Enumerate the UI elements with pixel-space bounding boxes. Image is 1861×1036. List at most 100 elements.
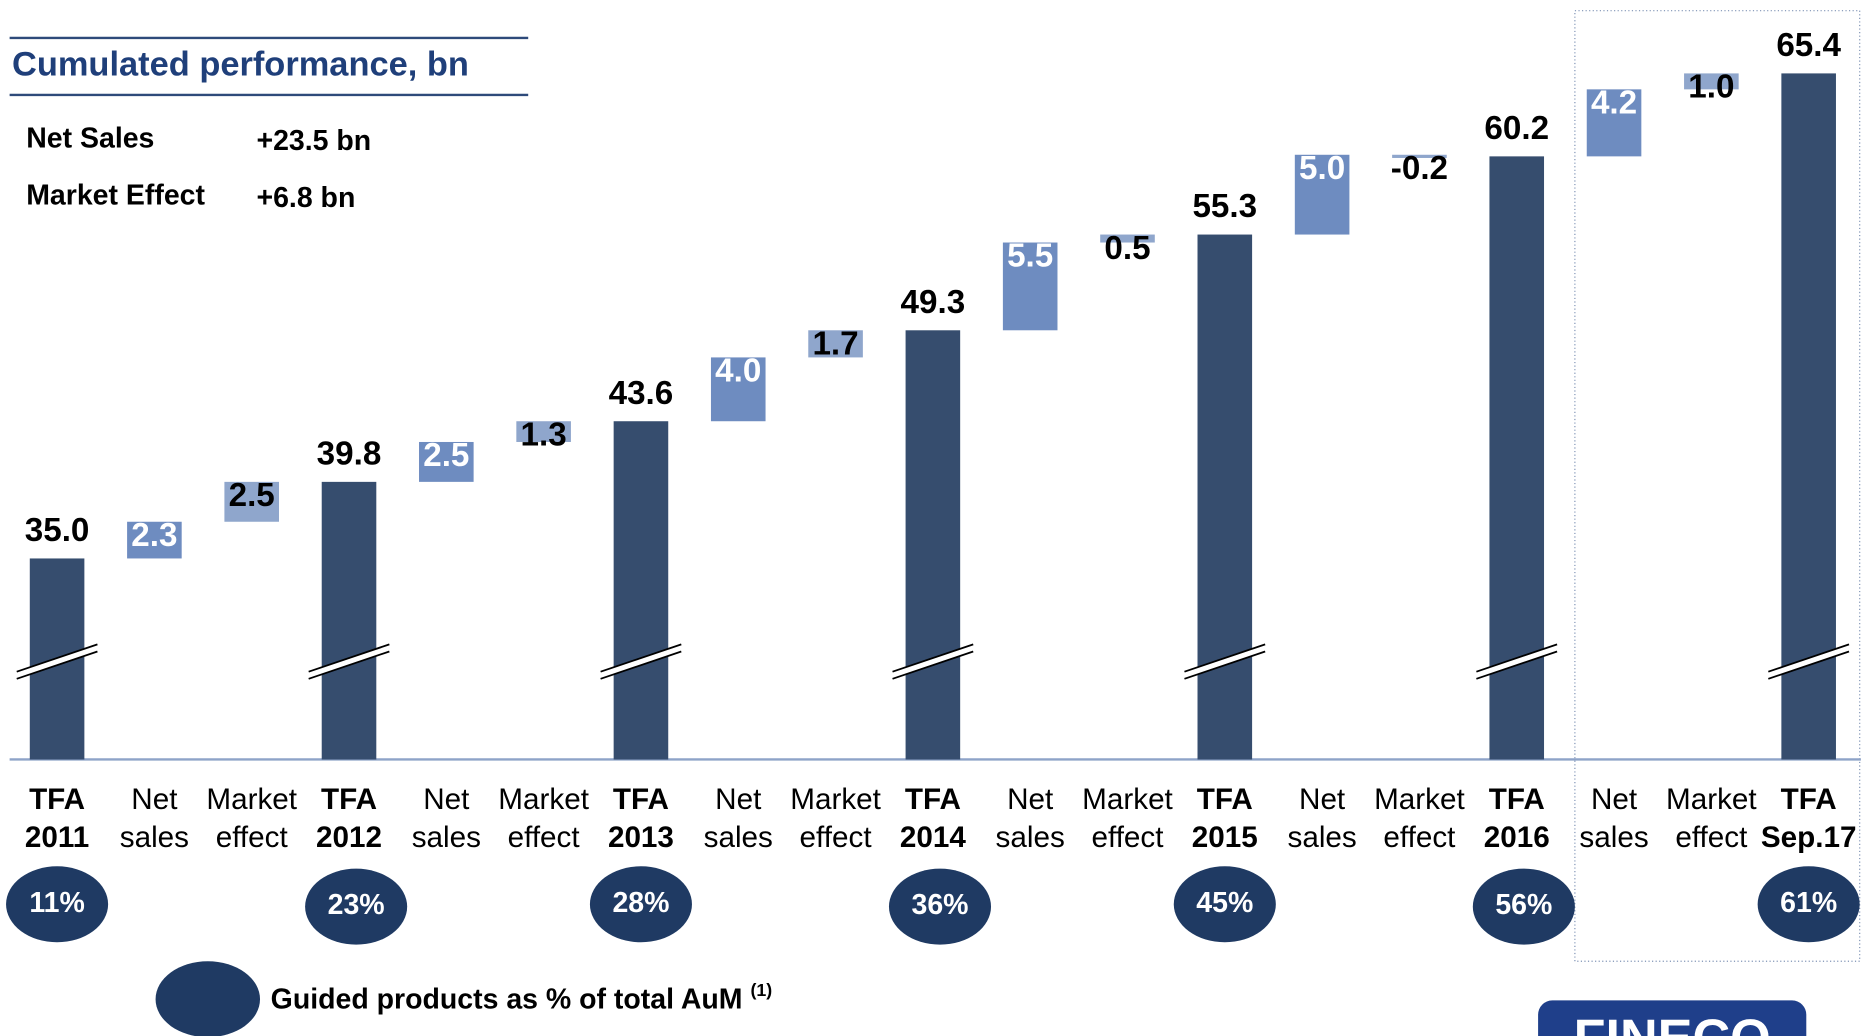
bar — [1392, 154, 1447, 158]
x-tick-label: effect — [1383, 821, 1456, 854]
guided-label: 61% — [1780, 887, 1837, 919]
x-tick-label: sales — [1287, 821, 1356, 854]
x-tick-label: TFA — [29, 783, 85, 816]
guided-badge — [1757, 866, 1860, 943]
guided-label: 11% — [29, 887, 84, 919]
axis-break-line — [600, 650, 682, 680]
chart-title: Cumulated performance, bn — [12, 46, 469, 84]
axis-break-line — [1768, 643, 1850, 673]
legend-text: Guided products as % of total AuM — [271, 983, 743, 1015]
bar — [419, 441, 474, 482]
bar — [1586, 89, 1642, 157]
axis-break-line — [1768, 650, 1850, 680]
value-label: 4.2 — [1591, 85, 1637, 122]
bar — [321, 481, 377, 760]
x-tick-label: Market — [790, 783, 881, 816]
bar — [808, 330, 863, 358]
value-label: 1.7 — [812, 325, 858, 362]
value-label: 2.5 — [229, 477, 275, 514]
bar — [1002, 242, 1058, 331]
x-tick-label: sales — [120, 821, 189, 854]
x-tick-label: Net — [1591, 783, 1638, 816]
axis-break-line — [892, 650, 974, 680]
x-tick-label: effect — [1091, 821, 1164, 854]
x-tick-label: Net — [423, 783, 470, 816]
x-tick-label: effect — [216, 821, 289, 854]
axis-break-line — [1184, 650, 1266, 680]
bar — [1294, 154, 1350, 235]
x-tick-label: Market — [1374, 783, 1465, 816]
x-tick-label: effect — [508, 821, 581, 854]
logo: FINECO — [1538, 1000, 1807, 1036]
x-tick-label: TFA — [1197, 783, 1253, 816]
axis-break-line — [308, 643, 390, 673]
x-tick-label: TFA — [1781, 783, 1837, 816]
value-label: 65.4 — [1776, 27, 1841, 64]
value-label: 39.8 — [317, 436, 382, 473]
axis-break — [16, 644, 98, 679]
bar — [1684, 73, 1739, 90]
guided-badge — [1173, 866, 1276, 943]
bar — [127, 521, 182, 559]
bar — [613, 421, 669, 760]
axis-break-line — [1476, 643, 1558, 673]
highlight-box — [1574, 10, 1861, 962]
axis-break-line — [1476, 650, 1558, 680]
value-label: 35.0 — [25, 512, 90, 549]
value-label: 5.0 — [1299, 150, 1345, 187]
logo-text: FINECO — [1574, 1010, 1771, 1036]
guided-label: 36% — [912, 889, 969, 921]
value-label: 4.0 — [715, 353, 761, 390]
value-label: 55.3 — [1192, 188, 1257, 225]
summary-label: Market Effect — [26, 180, 205, 212]
bar — [710, 357, 766, 422]
value-label: 49.3 — [901, 284, 966, 321]
x-tick-label: 2011 — [25, 821, 89, 854]
x-tick-label: Sep.17 — [1761, 821, 1857, 854]
guided-badge — [6, 866, 109, 943]
axis-break-line — [308, 650, 390, 680]
value-label: 2.5 — [423, 437, 469, 474]
x-tick-label: effect — [1675, 821, 1748, 854]
value-label: 60.2 — [1484, 110, 1549, 147]
x-tick-label: Net — [715, 783, 762, 816]
x-tick-label: effect — [800, 821, 873, 854]
value-label: 5.5 — [1007, 238, 1053, 275]
axis-break — [1768, 644, 1850, 679]
guided-badge — [589, 866, 692, 943]
bar — [224, 481, 279, 522]
summary-value: +6.8 bn — [256, 182, 355, 214]
axis-break — [600, 644, 682, 679]
value-label: -0.2 — [1391, 150, 1448, 187]
guided-badge — [305, 868, 408, 945]
x-tick-label: TFA — [321, 783, 377, 816]
x-tick-label: Net — [1299, 783, 1346, 816]
guided-label: 23% — [328, 889, 385, 921]
x-tick-label: 2016 — [1484, 821, 1550, 854]
x-tick-label: 2012 — [316, 821, 382, 854]
bar — [516, 421, 571, 442]
legend-note: (1) — [750, 980, 772, 1000]
guided-label: 45% — [1196, 887, 1253, 919]
x-tick-label: TFA — [1489, 783, 1545, 816]
logo-box — [1538, 1000, 1807, 1036]
x-tick-label: Market — [1666, 783, 1757, 816]
guided-label: 56% — [1495, 889, 1552, 921]
x-tick-label: 2015 — [1192, 821, 1258, 854]
x-tick-label: 2013 — [608, 821, 674, 854]
guided-badge — [1472, 868, 1575, 945]
x-tick-label: TFA — [613, 783, 669, 816]
axis-break-line — [892, 643, 974, 673]
axis-break-line — [1184, 643, 1266, 673]
value-label: 1.3 — [521, 416, 567, 453]
x-tick-label: Market — [206, 783, 297, 816]
axis-break — [892, 644, 974, 679]
axis-break-line — [16, 643, 98, 673]
axis-break-line — [600, 643, 682, 673]
axis-break-line — [16, 650, 98, 680]
legend-label: Guided products as % of total AuM (1) — [271, 980, 773, 1015]
guided-badge — [888, 868, 992, 945]
bar — [905, 330, 961, 760]
x-tick-label: sales — [1579, 821, 1648, 854]
